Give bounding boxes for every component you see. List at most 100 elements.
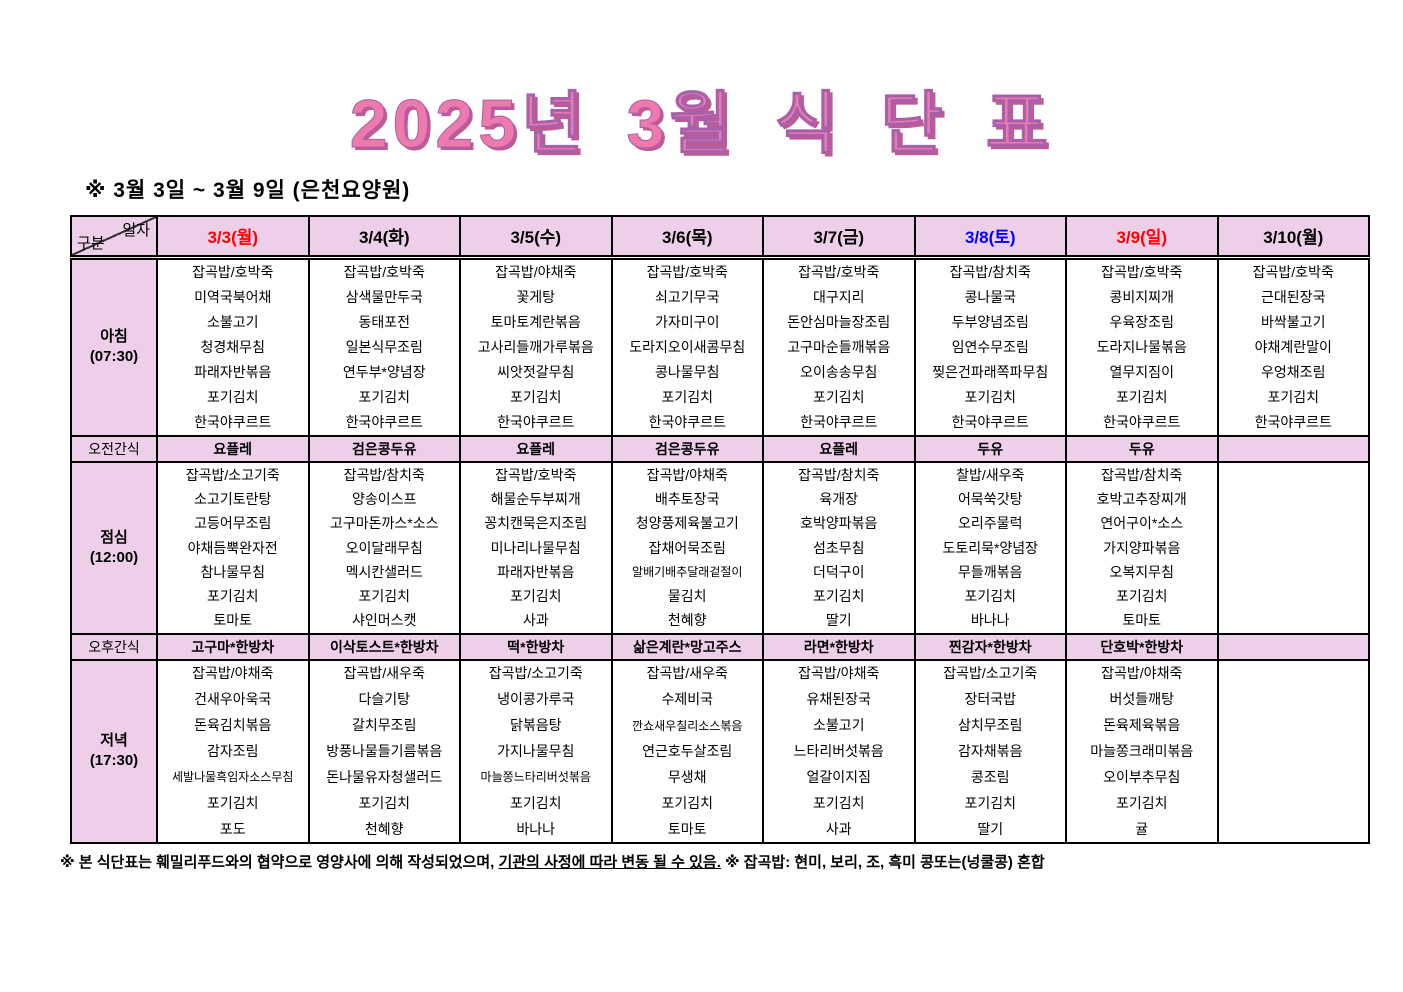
menu-item: 잡곡밥/야채죽 [192,665,274,682]
menu-item: 잡곡밥/소고기죽 [185,466,280,483]
menu-item: 참나물무침 [200,563,265,580]
menu-item: 콩나물국 [964,289,1017,305]
menu-item: 잡곡밥/참치죽 [798,466,880,483]
menu-item: 포기김치 [206,588,259,605]
menu-item: 씨앗젓갈무침 [497,364,575,380]
snack-cell: 이삭토스트*한방차 [307,632,461,661]
menu-item: 천혜향 [364,820,404,837]
menu-item: 가지나물무침 [497,743,575,759]
menu-item: 소불고기 [812,717,865,734]
morning-snack-label: 오전간식 [70,434,158,463]
menu-item: 천혜향 [667,612,707,629]
menu-item: 찢은건파래쪽파무침 [932,364,1049,380]
menu-item: 포기김치 [964,794,1017,811]
meal-cell: 잡곡밥/참치죽 양송이스프 고구마돈까스*소스 오이달래무침 멕시칸샐러드 포기김치 샤인머… [307,460,461,635]
meal-cell: 잡곡밥/호박죽 해물순두부찌개 꽁치캔묵은지조림 미나리나물무침 파래자반볶음 포기김치 사… [459,460,613,635]
menu-item: 잡곡밥/야채죽 [798,665,880,682]
menu-item: 깐쇼새우칠리소스볶음 [632,718,743,733]
menu-item: 우육장조림 [1109,314,1174,330]
menu-item: 잡채어묵조림 [648,539,726,556]
corner-cell: 일자 구분 [70,215,158,260]
meal-cell [1216,658,1370,844]
menu-item: 고구마순들깨볶음 [787,339,891,355]
snack-cell: 요플레 [762,434,916,463]
menu-item: 쇠고기무국 [655,289,720,305]
date-header: 3/10(월) [1216,215,1370,260]
menu-item: 샤인머스캣 [352,612,417,629]
menu-item: 얼갈이지짐 [806,768,871,785]
menu-item: 잡곡밥/새우죽 [343,665,425,682]
menu-item: 고등어무조림 [194,515,272,532]
menu-item: 포기김치 [661,389,714,405]
menu-item: 고구마돈까스*소스 [330,515,439,532]
menu-item: 야채계란말이 [1254,339,1332,355]
menu-item: 포기김치 [1115,389,1168,405]
footnote: ※ 본 식단표는 훼밀리푸드와의 협약으로 영양사에 의해 작성되었으며, 기관… [60,851,1045,872]
afternoon-snack-label: 오후간식 [70,632,158,661]
menu-item: 소불고기 [206,314,259,330]
menu-item: 포기김치 [1115,794,1168,811]
menu-item: 딸기 [977,820,1004,837]
menu-item: 수제비국 [661,691,714,708]
menu-item: 멕시칸샐러드 [345,563,423,580]
menu-item: 미역국북어채 [194,289,272,305]
menu-item: 어묵쑥갓탕 [958,490,1023,507]
breakfast-label: 아침 (07:30) [70,256,158,437]
menu-item: 포기김치 [964,389,1017,405]
meal-cell: 잡곡밥/소고기죽 소고기토란탕 고등어무조림 야채듬뿍완자전 참나물무침 포기김치 토마토 [156,460,310,635]
menu-item: 한국야쿠르트 [497,414,575,430]
menu-item: 연어구이*소스 [1100,515,1184,532]
menu-item: 한국야쿠르트 [648,414,726,430]
menu-item: 잡곡밥/호박죽 [1252,264,1334,280]
menu-item: 포기김치 [812,794,865,811]
menu-item: 도라지오이새콤무침 [629,339,746,355]
menu-item: 포기김치 [509,389,562,405]
date-header-row: 일자 구분 3/3(월) 3/4(화) 3/5(수) 3/6(목) 3/7(금) 3/8(… [70,215,1370,260]
menu-item: 더덕구이 [812,563,865,580]
menu-item: 딸기 [825,612,852,629]
menu-item: 토마토 [213,612,253,629]
menu-item: 사과 [522,612,549,629]
meal-cell: 잡곡밥/야채죽 배추토장국 청양풍제육불고기 잡채어묵조림 알배기배추달래겉절이 물김치 천… [610,460,764,635]
menu-item: 포기김치 [661,794,714,811]
menu-item: 야채듬뿍완자전 [187,539,278,556]
menu-item: 돈안심마늘장조림 [787,314,891,330]
footnote-underlined: 기관의 사정에 따라 변동 될 수 있음. [498,854,721,871]
menu-item: 감자조림 [206,743,259,759]
date-header: 3/6(목) [610,215,764,260]
menu-item: 우엉채조림 [1261,364,1326,380]
menu-item: 청양풍제육불고기 [635,515,739,532]
menu-item: 포기김치 [509,588,562,605]
snack-cell: 단호박*한방차 [1065,632,1219,661]
meal-cell: 잡곡밥/소고기죽 냉이콩가루국 닭볶음탕 가지나물무침 마늘쫑느타리버섯볶음 포기김치 바나… [459,658,613,844]
date-header: 3/9(일) [1065,215,1219,260]
meal-cell: 잡곡밥/야채죽 유채된장국 소불고기 느타리버섯볶음 얼갈이지짐 포기김치 사과 [762,658,916,844]
meal-cell: 잡곡밥/소고기죽 장터국밥 삼치무조림 감자채볶음 콩조림 포기김치 딸기 [913,658,1067,844]
menu-item: 잡곡밥/새우죽 [646,665,728,682]
menu-item: 동태포전 [358,314,411,330]
dinner-label: 저녁 (17:30) [70,658,158,844]
afternoon-snack-row: 오후간식 고구마*한방차 이삭토스트*한방차 떡*한방차 삶은계란*망고주스 라면*한방차… [70,632,1370,661]
snack-cell: 검은콩두유 [610,434,764,463]
meal-cell: 잡곡밥/호박죽 콩비지찌개 우육장조림 도라지나물볶음 열무지짐이 포기김치 한국야쿠르트 [1065,256,1219,437]
menu-item: 도토리묵*양념장 [942,539,1039,556]
menu-item: 토마토 [1122,612,1162,629]
menu-item: 잡곡밥/야채죽 [646,466,728,483]
menu-item: 잡곡밥/호박죽 [495,466,577,483]
meal-cell: 잡곡밥/새우죽 수제비국 깐쇼새우칠리소스볶음 연근호두살조림 무생채 포기김치 토마토 [610,658,764,844]
menu-item: 잡곡밥/호박죽 [646,264,728,280]
menu-item: 포기김치 [812,588,865,605]
meal-cell: 잡곡밥/호박죽 미역국북어채 소불고기 청경채무침 파래자반볶음 포기김치 한국야쿠르트 [156,256,310,437]
snack-cell: 고구마*한방차 [156,632,310,661]
date-header: 3/7(금) [762,215,916,260]
breakfast-row: 아침 (07:30) 잡곡밥/호박죽 미역국북어채 소불고기 청경채무침 파래자반볶음 포기김… [70,256,1370,437]
menu-item: 세발나물흑임자소스무침 [172,770,294,785]
meal-cell: 잡곡밥/참치죽 호박고추장찌개 연어구이*소스 가지양파볶음 오복지무침 포기김치 토마토 [1065,460,1219,635]
menu-item: 포기김치 [1115,588,1168,605]
meal-cell: 잡곡밥/야채죽 꽃게탕 토마토계란볶음 고사리들깨가루볶음 씨앗젓갈무침 포기김치 한국야쿠… [459,256,613,437]
menu-item: 포기김치 [964,588,1017,605]
corner-label-date: 일자 [122,222,150,239]
menu-item: 양송이스프 [352,490,417,507]
menu-item: 바나나 [970,612,1010,629]
menu-item: 두부양념조림 [951,314,1029,330]
